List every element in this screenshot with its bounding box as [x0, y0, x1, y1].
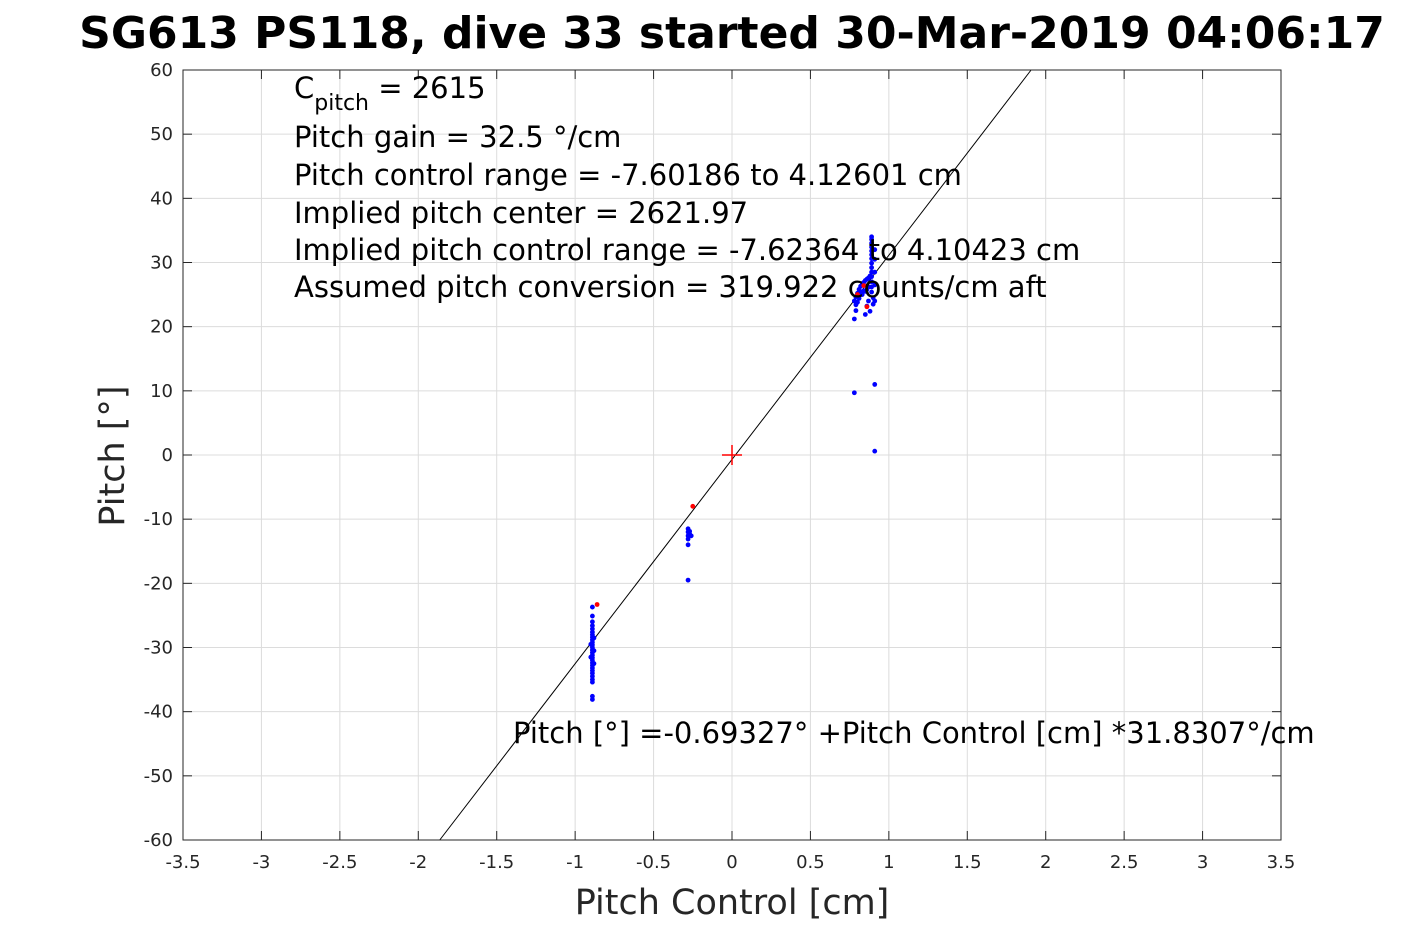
- plot-area-border: [182, 69, 1282, 841]
- y-tick-label: -10: [144, 509, 173, 530]
- x-tick-label: -3.5: [165, 852, 200, 873]
- cpitch-symbol: C: [294, 71, 314, 105]
- x-tick-label: -1.5: [479, 852, 514, 873]
- y-tick-label: -20: [144, 573, 173, 594]
- data-point: [869, 265, 875, 271]
- pitch-control-range-text: Pitch control range = -7.60186 to 4.1260…: [294, 158, 962, 192]
- y-tick-label: 60: [150, 60, 173, 81]
- data-point: [687, 528, 693, 534]
- implied-pitch-control-range-text: Implied pitch control range = -7.62364 t…: [294, 233, 1080, 267]
- x-tick-label: -0.5: [636, 852, 671, 873]
- data-point: [690, 503, 696, 509]
- fit-equation-text: Pitch [°] =-0.69327° +Pitch Control [cm]…: [513, 716, 1315, 750]
- grid-lines: [182, 69, 1282, 841]
- x-tick-label: 0.5: [796, 852, 825, 873]
- cpitch-value: = 2615: [369, 71, 486, 105]
- x-axis-ticks: -3.5 -3 -2.5 -2 -1.5 -1 -0.5 0 0.5 1 1.5 2 2.5 3 3.5: [165, 70, 1295, 873]
- x-axis-label: Pitch Control [cm]: [575, 883, 890, 923]
- data-point: [872, 256, 878, 262]
- y-axis-label: Pitch [°]: [93, 385, 133, 526]
- data-point: [685, 542, 691, 548]
- data-point: [588, 641, 594, 647]
- data-point: [589, 613, 595, 619]
- y-axis-ticks: -60 -50 -40 -30 -20 -10 0 10 20 30 40 50 60: [144, 60, 1281, 851]
- data-point: [589, 697, 595, 702]
- data-point: [591, 661, 597, 666]
- data-points: [588, 234, 878, 702]
- data-point: [855, 299, 860, 305]
- x-tick-label: -2.5: [322, 852, 357, 873]
- data-point: [588, 654, 594, 660]
- implied-pitch-center-text: Implied pitch center = 2621.97: [294, 196, 748, 230]
- x-tick-label: -1: [566, 852, 584, 873]
- data-point: [872, 247, 878, 253]
- x-tick-label: 1.5: [953, 852, 982, 873]
- x-tick-label: 1: [883, 852, 894, 873]
- x-tick-label: 2: [1040, 852, 1051, 873]
- data-point: [872, 382, 878, 387]
- data-point: [589, 679, 595, 685]
- data-point: [867, 308, 873, 314]
- data-point: [869, 260, 875, 266]
- data-point: [869, 240, 875, 246]
- y-tick-label: 10: [150, 381, 173, 402]
- data-point: [872, 448, 878, 454]
- data-point: [869, 289, 875, 295]
- data-point: [685, 577, 691, 583]
- data-point: [589, 604, 595, 610]
- data-point: [855, 292, 860, 297]
- y-tick-label: -50: [144, 766, 173, 787]
- data-point: [851, 390, 857, 396]
- chart-title: SG613 PS118, dive 33 started 30-Mar-2019…: [79, 8, 1385, 59]
- data-point: [869, 234, 875, 240]
- data-point: [685, 536, 691, 542]
- y-tick-label: 40: [150, 188, 173, 209]
- x-tick-label: 3.5: [1267, 852, 1296, 873]
- y-tick-label: 0: [162, 445, 173, 466]
- y-tick-label: 30: [150, 253, 173, 274]
- data-point: [851, 316, 857, 322]
- x-tick-label: -2: [409, 852, 427, 873]
- data-point: [688, 533, 694, 539]
- data-point: [866, 298, 871, 304]
- x-tick-label: -3: [252, 852, 270, 873]
- data-point: [864, 304, 870, 310]
- pitch-gain-text: Pitch gain = 32.5 °/cm: [294, 120, 621, 154]
- data-point: [872, 269, 878, 275]
- data-point: [594, 602, 600, 607]
- y-tick-label: -60: [144, 830, 173, 851]
- data-point: [869, 252, 875, 258]
- cpitch-subscript: pitch: [314, 91, 369, 116]
- cpitch-annotation: Cpitch = 2615: [294, 71, 486, 116]
- data-point: [869, 279, 875, 285]
- data-point: [861, 283, 867, 288]
- data-point: [862, 312, 868, 317]
- y-tick-label: -40: [144, 702, 173, 723]
- data-point: [869, 274, 875, 280]
- data-point: [591, 635, 597, 641]
- x-tick-label: 0: [726, 852, 737, 873]
- y-tick-label: -30: [144, 638, 173, 659]
- x-tick-label: 2.5: [1110, 852, 1139, 873]
- data-point: [591, 648, 597, 654]
- data-point: [872, 298, 878, 304]
- y-tick-label: 20: [150, 317, 173, 338]
- data-point: [853, 308, 859, 314]
- y-tick-label: 50: [150, 124, 173, 145]
- center-marker: [722, 445, 742, 465]
- data-point: [589, 619, 595, 625]
- x-tick-label: 3: [1197, 852, 1208, 873]
- pitch-conversion-text: Assumed pitch conversion = 319.922 count…: [294, 270, 1047, 304]
- annotation-block: Cpitch = 2615 Pitch gain = 32.5 °/cm Pit…: [294, 71, 1315, 750]
- data-point: [872, 282, 878, 288]
